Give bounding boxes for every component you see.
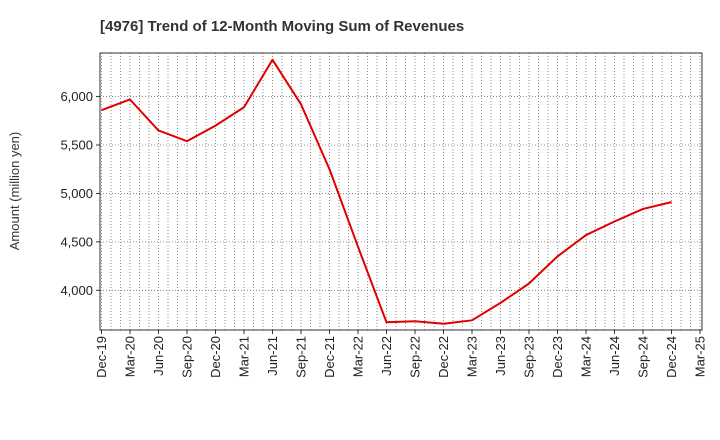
x-tick-label-15: Sep-23 — [522, 336, 537, 378]
x-tick-label-3: Sep-20 — [180, 336, 195, 378]
x-tick-label-18: Jun-24 — [607, 336, 622, 376]
x-tick-label-12: Dec-22 — [436, 336, 451, 378]
y-tick-label-2: 5,000 — [60, 186, 93, 201]
y-axis-ticks: 4,000 4,500 5,000 5,500 6,000 — [60, 89, 100, 298]
x-tick-label-14: Jun-23 — [493, 336, 508, 376]
y-tick-label-3: 5,500 — [60, 138, 93, 153]
series-line-0 — [101, 58, 672, 325]
x-tick-label-19: Sep-24 — [636, 336, 651, 378]
y-tick-label-1: 4,500 — [60, 234, 93, 249]
x-tick-label-21: Mar-25 — [693, 336, 708, 377]
x-tick-label-4: Dec-20 — [208, 336, 223, 378]
x-tick-label-13: Mar-23 — [465, 336, 480, 377]
x-tick-label-8: Dec-21 — [322, 336, 337, 378]
x-tick-label-0: Dec-19 — [94, 336, 109, 378]
x-tick-label-1: Mar-20 — [123, 336, 138, 377]
grid-lines — [100, 53, 702, 330]
x-tick-label-5: Mar-21 — [237, 336, 252, 377]
y-axis-label: Amount (million yen) — [7, 132, 22, 251]
x-tick-label-7: Sep-21 — [294, 336, 309, 378]
chart-title: [4976] Trend of 12-Month Moving Sum of R… — [100, 18, 464, 35]
x-tick-label-11: Sep-22 — [408, 336, 423, 378]
y-tick-label-4: 6,000 — [60, 89, 93, 104]
x-axis-ticks: Dec-19 Mar-20 Jun-20 Sep-20 Dec-20 Mar-21 Jun-… — [94, 330, 708, 378]
x-tick-label-2: Jun-20 — [151, 336, 166, 376]
x-tick-label-6: Jun-21 — [265, 336, 280, 376]
plot-area — [99, 52, 703, 331]
x-tick-label-10: Jun-22 — [379, 336, 394, 376]
x-tick-label-16: Dec-23 — [550, 336, 565, 378]
series-layer — [101, 58, 672, 325]
x-tick-label-9: Mar-22 — [351, 336, 366, 377]
x-tick-label-20: Dec-24 — [664, 336, 679, 378]
x-tick-label-17: Mar-24 — [579, 336, 594, 377]
y-tick-label-0: 4,000 — [60, 283, 93, 298]
